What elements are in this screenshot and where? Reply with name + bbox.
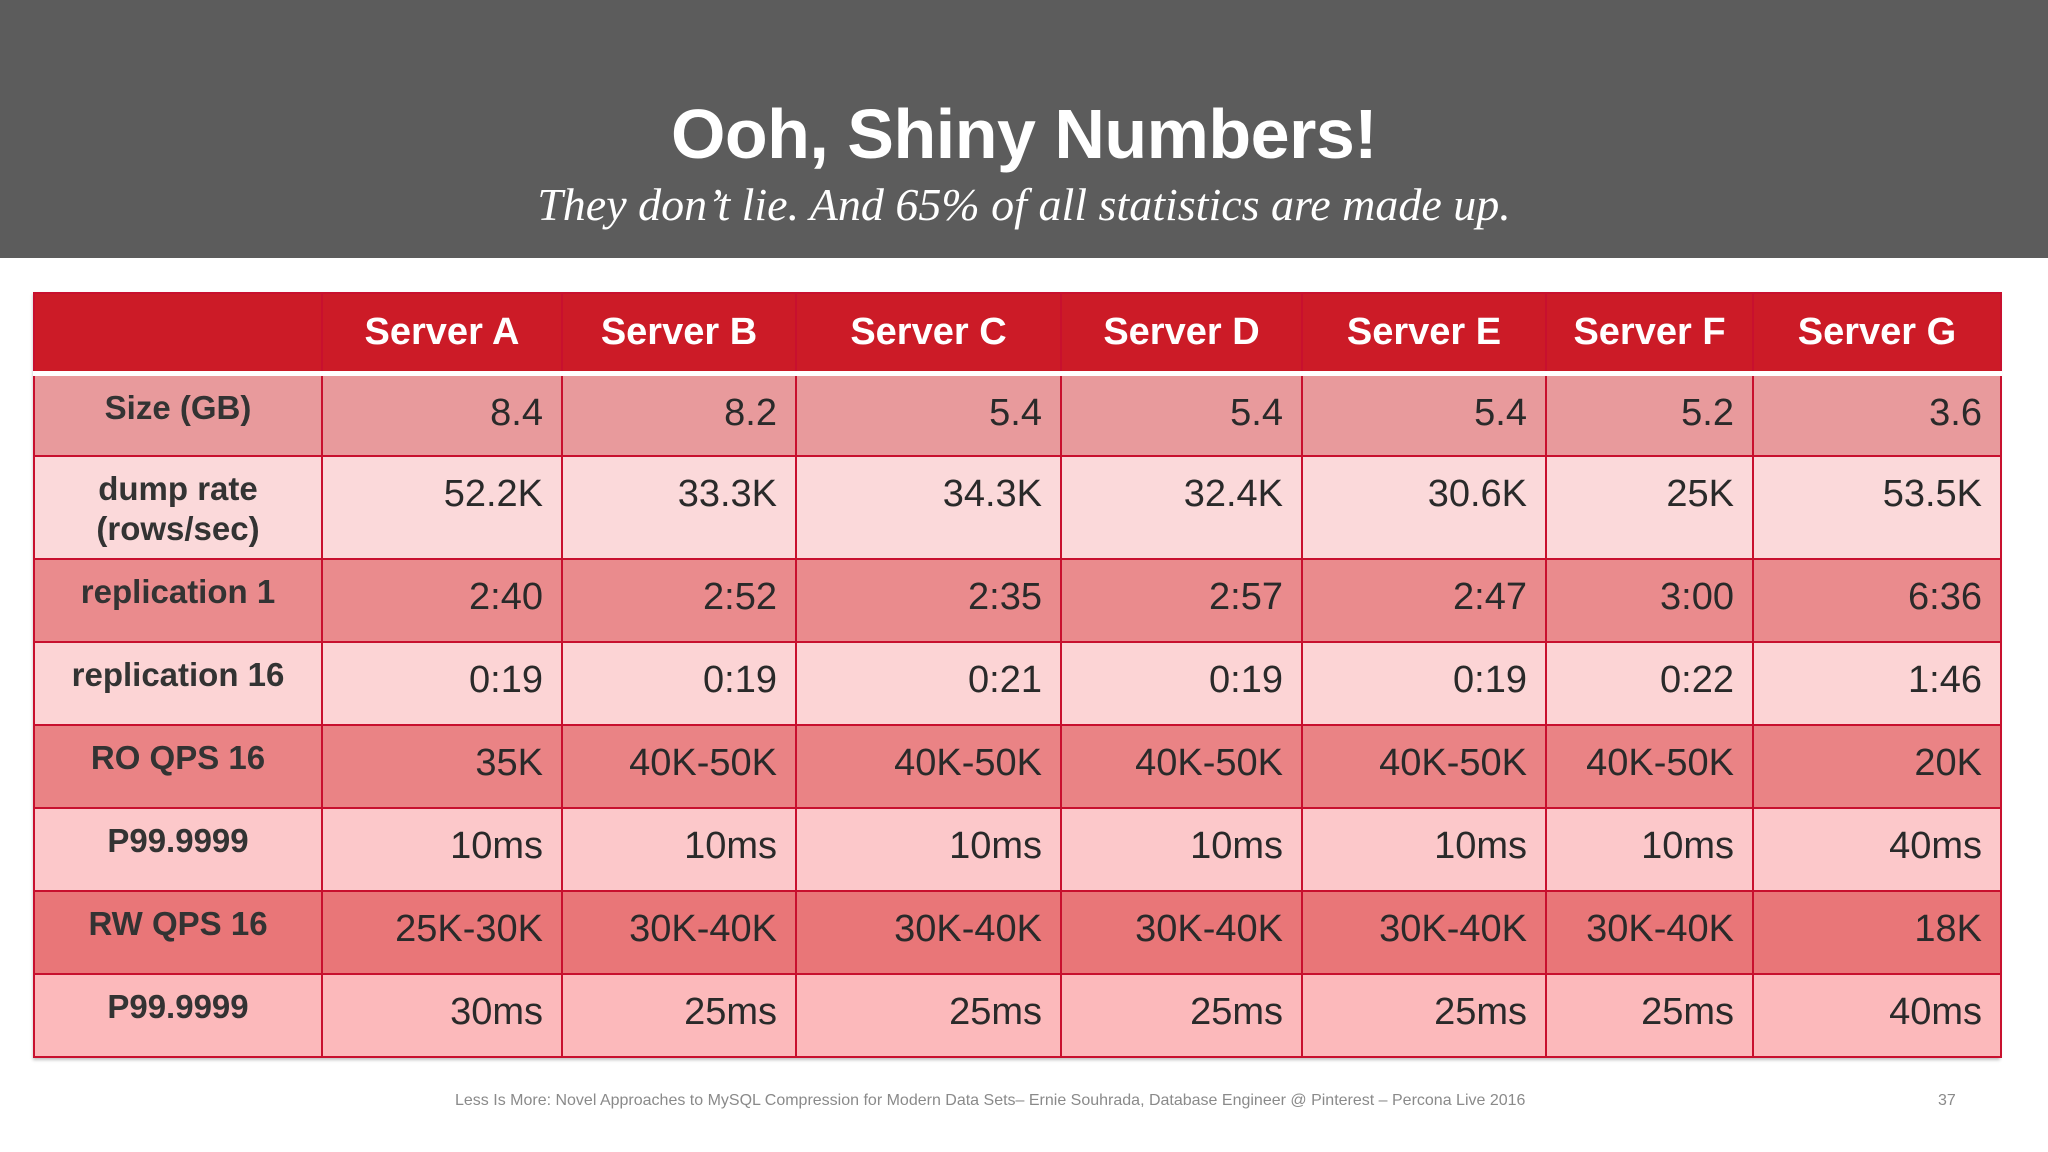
table-cell: 2:35	[795, 558, 1062, 644]
table-cell: 25ms	[1301, 973, 1547, 1058]
table-cell: 30K-40K	[1301, 890, 1547, 976]
table-cell: 40K-50K	[795, 724, 1062, 810]
table-cell: 20K	[1752, 724, 2002, 810]
row-label: P99.9999	[33, 973, 323, 1058]
table-cell: 33.3K	[561, 454, 797, 561]
table-cell: 30K-40K	[1545, 890, 1754, 976]
table-cell: 5.4	[795, 372, 1062, 457]
row-label: RO QPS 16	[33, 724, 323, 810]
row-label: replication 1	[33, 558, 323, 644]
table-cell: 40K-50K	[1301, 724, 1547, 810]
table-cell: 0:19	[561, 641, 797, 727]
table-cell: 40ms	[1752, 973, 2002, 1058]
table-cell: 5.2	[1545, 372, 1754, 457]
table-cell: 10ms	[1301, 807, 1547, 893]
table-cell: 40K-50K	[1545, 724, 1754, 810]
table-cell: 35K	[321, 724, 563, 810]
table-cell: 2:47	[1301, 558, 1547, 644]
row-label: RW QPS 16	[33, 890, 323, 976]
table-cell: 40K-50K	[1060, 724, 1303, 810]
table-cell: 0:22	[1545, 641, 1754, 727]
table-cell: 10ms	[1545, 807, 1754, 893]
table-cell: 6:36	[1752, 558, 2002, 644]
server-comparison-table: Server A Server B Server C Server D Serv…	[33, 292, 2002, 1058]
row-label: dump rate (rows/sec)	[33, 454, 323, 561]
table-row: replication 1 2:40 2:52 2:35 2:57 2:47 3:00 6:3…	[33, 558, 2002, 644]
table-cell: 30K-40K	[561, 890, 797, 976]
table-cell: 25K-30K	[321, 890, 563, 976]
table-cell: 10ms	[561, 807, 797, 893]
table-cell: 25ms	[1060, 973, 1303, 1058]
table-row: Size (GB) 8.4 8.2 5.4 5.4 5.4 5.2 3.6	[33, 372, 2002, 457]
page-number: 37	[1938, 1092, 1956, 1109]
column-header-server-f: Server F	[1545, 292, 1754, 376]
table-row: P99.9999 10ms 10ms 10ms 10ms 10ms 10ms 40ms	[33, 807, 2002, 893]
table-cell: 53.5K	[1752, 454, 2002, 561]
table-corner-cell	[33, 292, 323, 376]
row-label: P99.9999	[33, 807, 323, 893]
table-cell: 18K	[1752, 890, 2002, 976]
table-cell: 0:21	[795, 641, 1062, 727]
row-label: replication 16	[33, 641, 323, 727]
column-header-server-c: Server C	[795, 292, 1062, 376]
table-cell: 40K-50K	[561, 724, 797, 810]
table-cell: 0:19	[321, 641, 563, 727]
table-cell: 5.4	[1301, 372, 1547, 457]
table-cell: 25K	[1545, 454, 1754, 561]
table-header-row: Server A Server B Server C Server D Serv…	[33, 292, 2002, 376]
table-cell: 2:40	[321, 558, 563, 644]
table-cell: 25ms	[795, 973, 1062, 1058]
column-header-server-d: Server D	[1060, 292, 1303, 376]
table-cell: 34.3K	[795, 454, 1062, 561]
table-row: RO QPS 16 35K 40K-50K 40K-50K 40K-50K 40K-50K…	[33, 724, 2002, 810]
table-cell: 0:19	[1301, 641, 1547, 727]
table-cell: 32.4K	[1060, 454, 1303, 561]
table-cell: 30.6K	[1301, 454, 1547, 561]
table-cell: 8.4	[321, 372, 563, 457]
table-row: P99.9999 30ms 25ms 25ms 25ms 25ms 25ms 40ms	[33, 973, 2002, 1058]
table-cell: 0:19	[1060, 641, 1303, 727]
table-cell: 5.4	[1060, 372, 1303, 457]
table-row: replication 16 0:19 0:19 0:21 0:19 0:19 0:22 1:…	[33, 641, 2002, 727]
column-header-server-g: Server G	[1752, 292, 2002, 376]
column-header-server-a: Server A	[321, 292, 563, 376]
table-cell: 25ms	[1545, 973, 1754, 1058]
table-cell: 10ms	[1060, 807, 1303, 893]
column-header-server-e: Server E	[1301, 292, 1547, 376]
table-cell: 30K-40K	[795, 890, 1062, 976]
row-label: Size (GB)	[33, 372, 323, 457]
table-cell: 2:52	[561, 558, 797, 644]
slide-header: Ooh, Shiny Numbers! They don’t lie. And …	[0, 0, 2048, 258]
comparison-table-container: Server A Server B Server C Server D Serv…	[33, 292, 2002, 1058]
table-cell: 2:57	[1060, 558, 1303, 644]
slide-subtitle: They don’t lie. And 65% of all statistic…	[537, 179, 1511, 230]
table-cell: 10ms	[321, 807, 563, 893]
table-cell: 25ms	[561, 973, 797, 1058]
slide-footer: Less Is More: Novel Approaches to MySQL …	[455, 1092, 1526, 1109]
table-cell: 40ms	[1752, 807, 2002, 893]
table-cell: 3:00	[1545, 558, 1754, 644]
slide-title: Ooh, Shiny Numbers!	[670, 95, 1378, 173]
table-cell: 10ms	[795, 807, 1062, 893]
table-row: dump rate (rows/sec) 52.2K 33.3K 34.3K 32.4K…	[33, 454, 2002, 561]
table-cell: 3.6	[1752, 372, 2002, 457]
table-cell: 52.2K	[321, 454, 563, 561]
table-cell: 30ms	[321, 973, 563, 1058]
table-body: Size (GB) 8.4 8.2 5.4 5.4 5.4 5.2 3.6 dump rate …	[33, 372, 2002, 1058]
table-cell: 30K-40K	[1060, 890, 1303, 976]
table-cell: 8.2	[561, 372, 797, 457]
column-header-server-b: Server B	[561, 292, 797, 376]
table-cell: 1:46	[1752, 641, 2002, 727]
table-row: RW QPS 16 25K-30K 30K-40K 30K-40K 30K-40K 30K…	[33, 890, 2002, 976]
